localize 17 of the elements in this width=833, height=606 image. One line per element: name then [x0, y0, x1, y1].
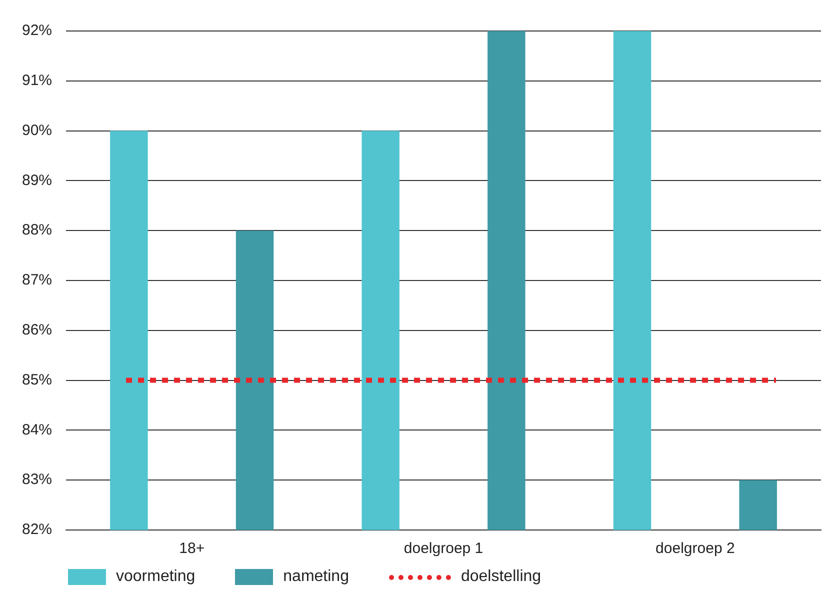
- x-tick-label: 18+: [179, 540, 205, 558]
- y-tick-label: 88%: [22, 222, 52, 239]
- x-tick-label: doelgroep 2: [656, 540, 735, 558]
- legend-label: voormeting: [116, 568, 196, 586]
- y-tick-label: 87%: [22, 272, 52, 289]
- y-tick-label: 85%: [22, 371, 52, 388]
- x-tick-label: doelgroep 1: [404, 540, 484, 558]
- y-tick-label: 92%: [22, 22, 52, 40]
- legend-label: doelstelling: [460, 568, 542, 586]
- y-tick-label: 84%: [22, 421, 52, 438]
- y-tick-label: 86%: [22, 322, 52, 339]
- legend-label: nameting: [283, 568, 349, 586]
- y-tick-label: 91%: [22, 72, 52, 90]
- y-tick-label: 83%: [22, 471, 52, 488]
- y-tick-label: 90%: [22, 122, 52, 139]
- y-tick-label: 82%: [22, 521, 52, 538]
- y-tick-label: 89%: [22, 172, 52, 189]
